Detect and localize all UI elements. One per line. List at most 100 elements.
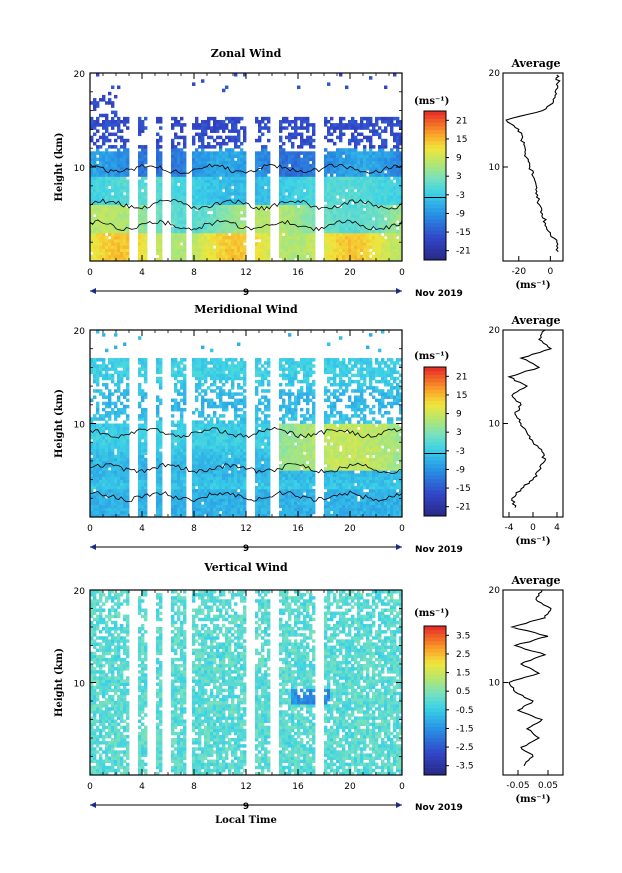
heatmap-cell bbox=[381, 248, 385, 252]
heatmap-cell bbox=[225, 85, 229, 90]
heatmap-cell bbox=[114, 361, 118, 365]
heatmap-cell bbox=[378, 154, 382, 158]
heatmap-cell bbox=[192, 358, 196, 362]
heatmap-cell bbox=[396, 254, 400, 259]
heatmap-cell bbox=[105, 220, 109, 224]
heatmap-cell bbox=[231, 248, 235, 252]
heatmap-cell bbox=[93, 423, 97, 428]
heatmap-cell bbox=[210, 151, 214, 155]
heatmap-cell bbox=[183, 373, 187, 378]
heatmap-cell bbox=[144, 245, 148, 249]
heatmap-cell bbox=[372, 157, 376, 162]
heatmap-cell bbox=[114, 232, 118, 237]
heatmap-cell bbox=[363, 210, 367, 215]
heatmap-cell bbox=[240, 141, 244, 146]
average-y-tick-label: 10 bbox=[489, 163, 501, 173]
heatmap-cell bbox=[204, 457, 208, 462]
heatmap-cell bbox=[219, 173, 223, 177]
heatmap-cell bbox=[120, 163, 124, 168]
heatmap-cell bbox=[198, 257, 202, 262]
heatmap-cell bbox=[123, 342, 127, 346]
heatmap-cell bbox=[216, 504, 220, 509]
heatmap-cell bbox=[114, 154, 118, 158]
heatmap-cell bbox=[123, 148, 127, 152]
heatmap-cell bbox=[174, 457, 178, 462]
heatmap-cell bbox=[399, 167, 403, 171]
heatmap-cell bbox=[126, 485, 130, 490]
heatmap-cell bbox=[123, 364, 127, 368]
heatmap-cell bbox=[99, 448, 103, 452]
heatmap-cell bbox=[99, 414, 103, 418]
heatmap-cell bbox=[228, 160, 232, 165]
heatmap-cell bbox=[144, 432, 148, 437]
heatmap-cell bbox=[288, 220, 292, 224]
heatmap-cell bbox=[216, 358, 220, 362]
heatmap-cell bbox=[366, 232, 370, 237]
heatmap-cell bbox=[144, 185, 148, 190]
heatmap-cell bbox=[111, 245, 115, 249]
heatmap-cell bbox=[156, 492, 160, 496]
heatmap-cell bbox=[198, 504, 202, 509]
heatmap-cell bbox=[210, 232, 214, 237]
heatmap-cell bbox=[171, 151, 175, 155]
heatmap-cell bbox=[390, 207, 394, 212]
heatmap-cell bbox=[171, 457, 175, 462]
heatmap-cell bbox=[213, 411, 217, 415]
heatmap-cell bbox=[231, 251, 235, 256]
heatmap-cell bbox=[390, 248, 394, 252]
heatmap-cell bbox=[93, 98, 97, 102]
heatmap-cell bbox=[213, 157, 217, 162]
heatmap-cell bbox=[237, 217, 241, 221]
heatmap-cell bbox=[144, 220, 148, 224]
heatmap-cell bbox=[141, 204, 145, 209]
heatmap-cell bbox=[93, 454, 97, 459]
heatmap-cell bbox=[96, 192, 100, 196]
heatmap-cell bbox=[234, 138, 238, 143]
heatmap-cell bbox=[123, 120, 127, 124]
heatmap-cell bbox=[225, 179, 229, 184]
heatmap-cell bbox=[123, 167, 127, 171]
heatmap-cell bbox=[195, 454, 199, 459]
heatmap-cell bbox=[267, 235, 271, 240]
heatmap-cell bbox=[114, 423, 118, 428]
heatmap-cell bbox=[363, 157, 367, 162]
heatmap-cell bbox=[264, 173, 268, 177]
heatmap-cell bbox=[306, 235, 310, 240]
heatmap-cell bbox=[345, 220, 349, 224]
heatmap-cell bbox=[171, 498, 175, 502]
heatmap-cell bbox=[342, 239, 346, 243]
heatmap-cell bbox=[264, 220, 268, 224]
heatmap-cell bbox=[384, 160, 388, 165]
heatmap-cell bbox=[300, 157, 304, 162]
heatmap-cell bbox=[333, 129, 337, 133]
heatmap-cell bbox=[219, 448, 223, 452]
heatmap-cell bbox=[348, 154, 352, 158]
heatmap-cell bbox=[291, 141, 295, 146]
heatmap-cell bbox=[240, 179, 244, 184]
heatmap-cell bbox=[156, 423, 160, 428]
heatmap-cell bbox=[90, 223, 94, 227]
heatmap-cell bbox=[309, 242, 313, 246]
heatmap-cell bbox=[279, 120, 283, 124]
heatmap-cell bbox=[309, 214, 313, 218]
heatmap-cell bbox=[108, 473, 112, 477]
heatmap-cell bbox=[393, 116, 397, 121]
heatmap-cell bbox=[207, 367, 211, 371]
heatmap-cell bbox=[201, 426, 205, 431]
heatmap-cell bbox=[159, 492, 163, 496]
heatmap-cell bbox=[267, 239, 271, 243]
heatmap-cell bbox=[384, 204, 388, 209]
heatmap-cell bbox=[177, 251, 181, 256]
heatmap-cell bbox=[126, 386, 130, 390]
heatmap-cell bbox=[93, 195, 97, 199]
heatmap-cell bbox=[255, 242, 259, 246]
heatmap-cell bbox=[144, 176, 148, 180]
heatmap-cell bbox=[180, 235, 184, 240]
heatmap-cell bbox=[114, 488, 118, 493]
heatmap-cell bbox=[195, 185, 199, 190]
heatmap-cell bbox=[288, 223, 292, 227]
heatmap-cell bbox=[195, 254, 199, 259]
heatmap-cell bbox=[192, 82, 196, 86]
heatmap-cell bbox=[180, 507, 184, 512]
